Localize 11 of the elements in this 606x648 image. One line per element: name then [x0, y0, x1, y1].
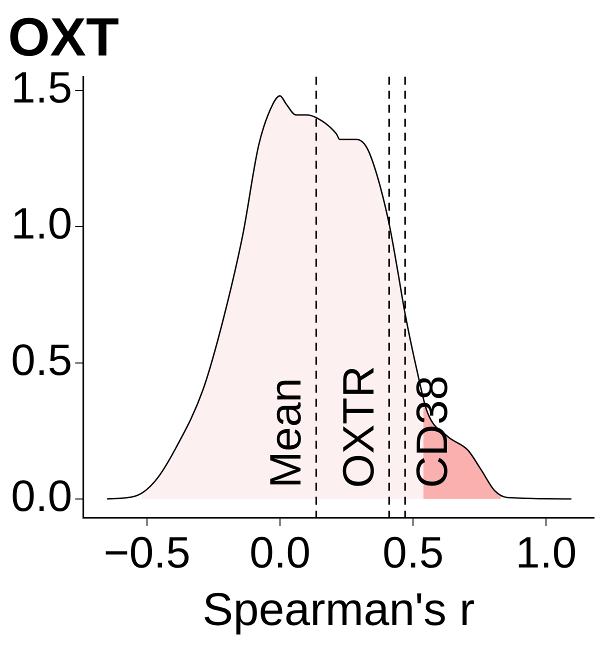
- x-tick-label: −0.5: [104, 528, 190, 578]
- x-tick-label: 1.0: [516, 528, 577, 578]
- ref-line-label: CD38: [408, 376, 458, 488]
- y-tick-label: 0.0: [10, 472, 72, 522]
- ref-line-label: OXTR: [334, 366, 384, 488]
- y-tick-label: 1.0: [10, 200, 72, 249]
- ref-line-label: Mean: [261, 378, 310, 488]
- y-tick-label: 0.5: [10, 336, 72, 385]
- x-axis-title: Spearman's r: [202, 583, 475, 636]
- x-tick-label: 0.0: [249, 528, 311, 578]
- x-tick-label: 0.5: [382, 528, 444, 578]
